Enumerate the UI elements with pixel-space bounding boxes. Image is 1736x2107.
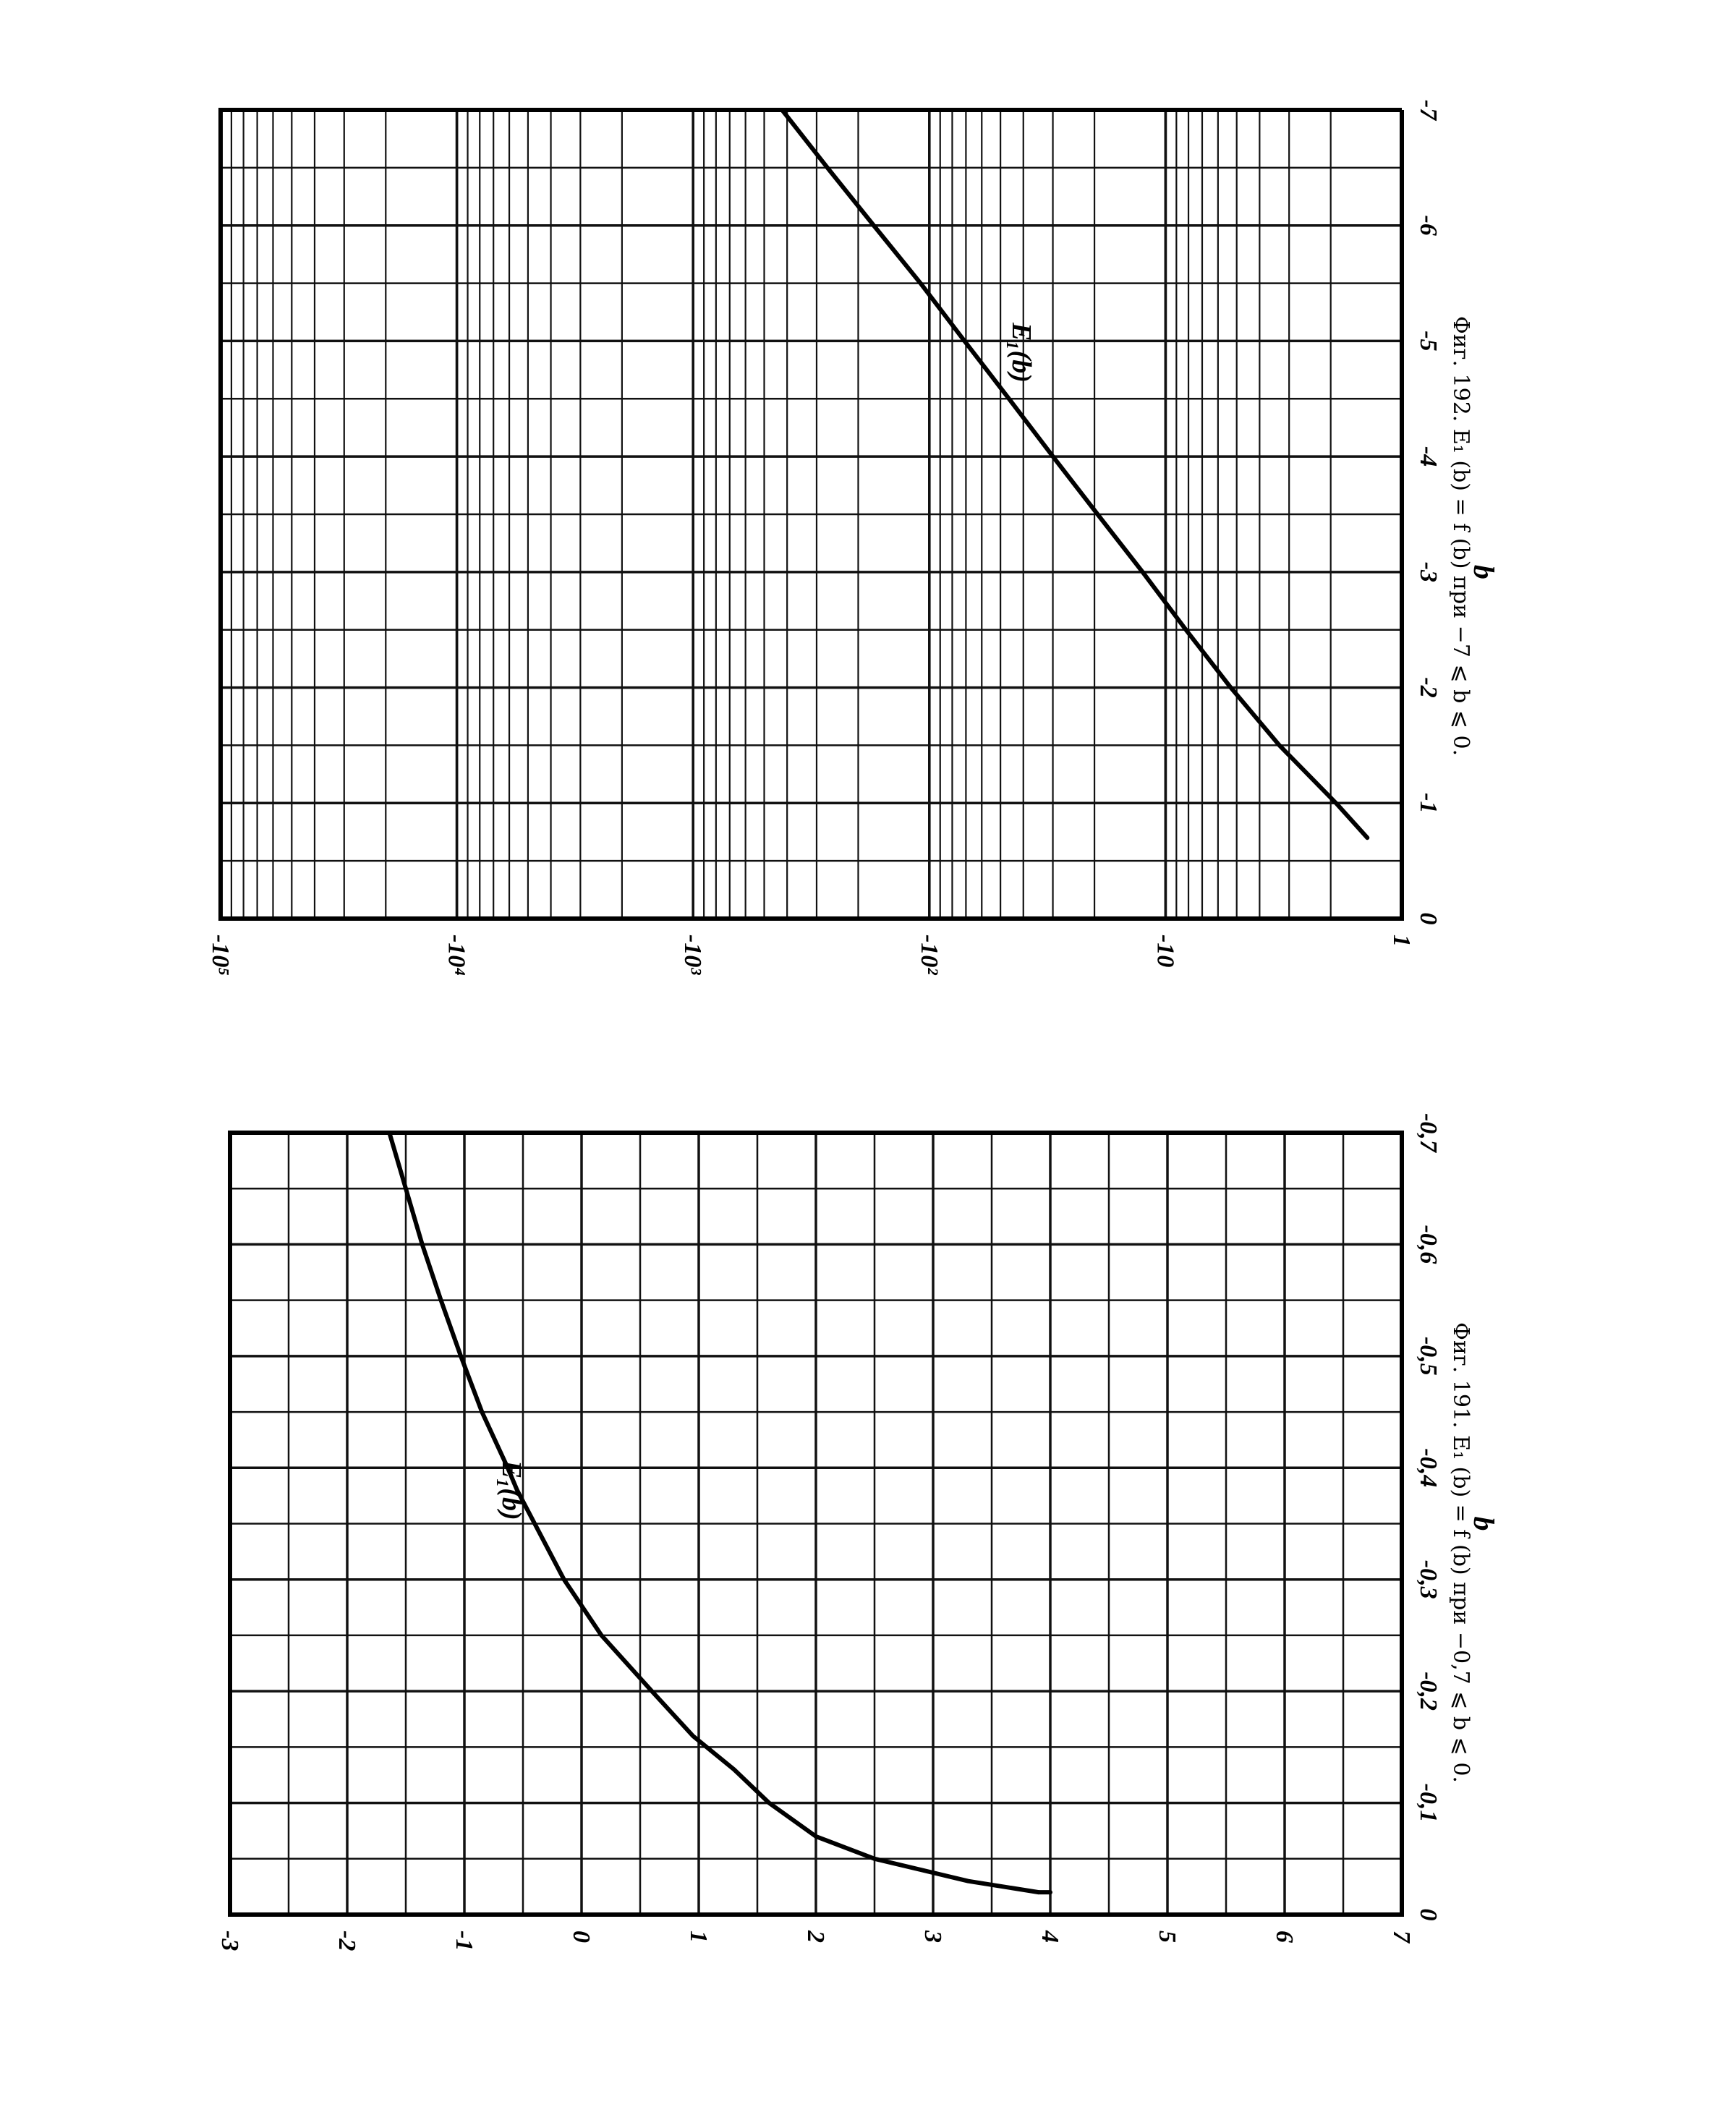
y-tick-label: 4: [1037, 1930, 1063, 1943]
grid-fig191: [229, 1131, 1403, 1916]
y-tick-label: 1: [1388, 935, 1415, 947]
x-tick-label: -2: [1415, 677, 1442, 697]
x-tick-label: -6: [1415, 216, 1442, 236]
y-tick-label: -10²: [916, 935, 943, 975]
caption-fig191: Фиг. 191. E₁ (b) = f (b) при −0,7 ⩽ b ⩽ …: [1448, 1322, 1473, 1783]
y-tick-label: 0: [568, 1931, 595, 1943]
y-tick-label: -10: [1152, 935, 1178, 967]
frame-fig191: [228, 1131, 1404, 1917]
x-ticks-fig192: 0 -1 -2 -3 -4 -5 -6 -7: [1415, 100, 1442, 925]
x-tick-label: -0,7: [1415, 1113, 1442, 1154]
x-ticks-fig191: 0 -0,1 -0,2 -0,3 -0,4 -0,5 -0,6 -0,7: [1415, 1113, 1442, 1920]
y-tick-label: -1: [451, 1931, 477, 1951]
series-line-e1-fig192: [780, 108, 1370, 840]
y-tick-label: 7: [1388, 1931, 1415, 1944]
y-tick-label: -3: [216, 1931, 243, 1951]
x-tick-label: -0,6: [1415, 1225, 1442, 1264]
caption-fig192: Фиг. 192. E₁ (b) = f (b) при −7 ⩽ b ⩽ 0.: [1448, 316, 1473, 756]
x-tick-label: -7: [1415, 100, 1442, 122]
grid-fig192: [219, 108, 1403, 920]
y-tick-label: -2: [333, 1931, 360, 1951]
x-tick-label: -4: [1415, 446, 1442, 467]
y-tick-label: -10⁵: [207, 935, 234, 976]
y-ticks-fig191: -3 -2 -1 0 1 2 3 4 5 6 7: [216, 1930, 1415, 1951]
x-tick-label: 0: [1415, 913, 1442, 925]
x-axis-label-fig191: b: [1468, 1517, 1500, 1531]
x-tick-label: -0,1: [1415, 1784, 1442, 1823]
x-tick-label: -0,4: [1415, 1448, 1442, 1487]
y-tick-label: 2: [802, 1930, 829, 1943]
y-ticks-fig192: 1 -10 -10² -10³ -10⁴ -10⁵: [207, 935, 1415, 976]
x-tick-label: -0,5: [1415, 1337, 1442, 1376]
y-tick-label: 3: [919, 1930, 946, 1943]
y-tick-label: -10³: [679, 935, 706, 975]
chart-fig191: 0 -0,1 -0,2 -0,3 -0,4 -0,5 -0,6 -0,7 -3 -2 -1 0 1 2 3…: [216, 1113, 1500, 1951]
y-tick-label: 5: [1154, 1931, 1180, 1943]
y-tick-label: -10⁴: [443, 935, 470, 976]
x-tick-label: -1: [1415, 793, 1442, 813]
frame-fig192: [218, 108, 1404, 921]
x-tick-label: -5: [1415, 331, 1442, 351]
series-line-e1-fig191: [387, 1131, 1041, 1895]
x-tick-label: -0,3: [1415, 1560, 1442, 1599]
x-tick-label: 0: [1415, 1909, 1442, 1921]
x-tick-label: -3: [1415, 562, 1442, 582]
y-tick-label: 1: [685, 1931, 712, 1943]
x-axis-label-fig192: b: [1468, 565, 1500, 579]
series-label-fig192: E₁(b): [1006, 322, 1037, 383]
x-tick-label: -0,2: [1415, 1672, 1442, 1711]
y-tick-label: 6: [1271, 1931, 1298, 1943]
series-label-fig191: E₁(b): [496, 1460, 527, 1520]
chart-fig192: 0 -1 -2 -3 -4 -5 -6 -7 1 -10 -10² -10³ -10⁴ -10⁵ b E…: [207, 100, 1500, 976]
